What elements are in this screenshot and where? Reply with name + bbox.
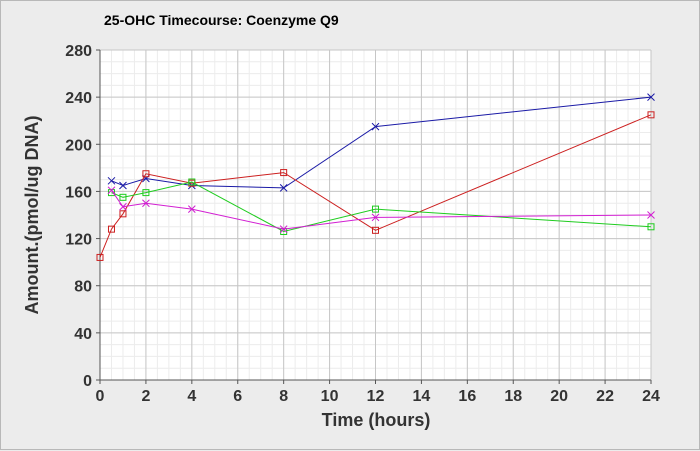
data-point (107, 225, 115, 233)
x-tick-label: 20 (550, 388, 568, 405)
data-point (119, 181, 127, 190)
data-point (142, 174, 150, 183)
x-axis-label: Time (hours) (322, 410, 431, 430)
y-tick-label: 80 (74, 279, 92, 296)
data-point (188, 178, 196, 186)
data-point (279, 225, 288, 233)
data-point (107, 186, 116, 195)
data-point (142, 189, 150, 197)
x-tick-label: 16 (458, 388, 476, 405)
data-point (279, 184, 288, 192)
y-tick-label: 240 (65, 90, 92, 107)
data-point (372, 226, 379, 234)
data-point (119, 193, 127, 201)
y-tick-label: 200 (65, 137, 92, 154)
data-point (647, 211, 655, 219)
data-point (119, 202, 127, 211)
data-point (647, 93, 655, 101)
y-tick-label: 0 (83, 373, 92, 390)
x-tick-label: 8 (279, 388, 288, 405)
data-point (96, 253, 104, 261)
x-tick-label: 0 (96, 388, 105, 405)
data-point (142, 170, 150, 178)
series-layer (96, 93, 655, 261)
y-tick-label: 160 (65, 184, 92, 201)
x-tick-label: 14 (413, 388, 431, 405)
y-tick-label: 120 (65, 232, 92, 249)
data-point (371, 213, 380, 222)
series-2 (96, 111, 655, 261)
x-tick-label: 24 (642, 388, 660, 405)
x-tick-label: 4 (187, 388, 196, 405)
x-tick-label: 22 (596, 388, 614, 405)
x-tick-label: 12 (367, 388, 385, 405)
x-tick-label: 2 (141, 388, 150, 405)
y-tick-label: 40 (74, 326, 92, 343)
data-point (647, 111, 655, 119)
data-point (372, 205, 379, 213)
series-line (111, 181, 652, 233)
series-4 (107, 186, 655, 233)
y-tick-label: 280 (65, 43, 92, 60)
data-point (280, 169, 288, 177)
data-point (142, 199, 150, 208)
chart-title: 25-OHC Timecourse: Coenzyme Q9 (104, 12, 339, 28)
axes: 0 2 4 6 8 10 12 14 16 18 20 22 240408012016020024028… (65, 43, 660, 405)
data-point (647, 223, 655, 231)
data-point (187, 205, 196, 213)
x-tick-label: 18 (504, 388, 522, 405)
data-point (107, 176, 116, 185)
y-axis-label: Amount.(pmol/ug DNA) (22, 116, 42, 315)
data-point (371, 122, 380, 131)
x-tick-label: 10 (321, 388, 339, 405)
x-tick-label: 6 (233, 388, 242, 405)
data-point (119, 210, 127, 218)
